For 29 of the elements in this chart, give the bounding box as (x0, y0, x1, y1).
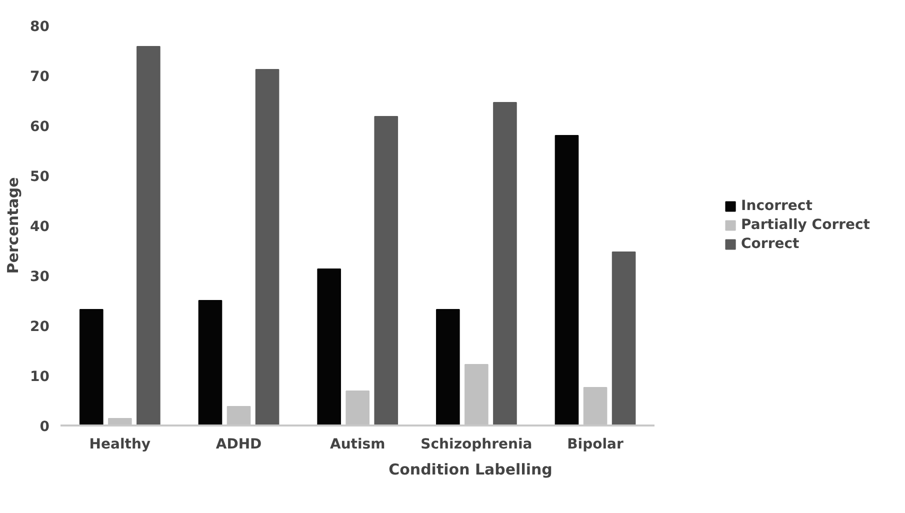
bar (255, 69, 280, 426)
y-tick-label: 10 (30, 369, 50, 385)
x-tick-label: Schizophrenia (420, 436, 532, 452)
x-tick-label: Healthy (89, 436, 151, 452)
x-tick-label: ADHD (216, 436, 262, 452)
bar (612, 252, 636, 426)
y-tick-label: 80 (30, 19, 50, 35)
legend-label: Correct (741, 236, 800, 252)
x-tick-label: Bipolar (567, 436, 624, 452)
bar (317, 268, 341, 426)
y-tick-label: 0 (40, 419, 50, 435)
y-tick-label: 50 (30, 169, 50, 185)
bar (374, 116, 398, 426)
y-tick-label: 60 (30, 119, 50, 135)
bar (198, 300, 222, 426)
bar (136, 46, 160, 426)
legend-label: Incorrect (741, 198, 812, 214)
y-tick-label: 30 (30, 269, 50, 285)
y-tick-label: 40 (30, 219, 50, 235)
bar (79, 309, 104, 426)
legend-label: Partially Correct (741, 217, 870, 233)
bar (554, 135, 579, 426)
x-tick-label: Autism (330, 436, 386, 452)
y-tick-label: 20 (30, 319, 50, 335)
x-axis-title: Condition Labelling (388, 460, 552, 478)
y-axis-title: Percentage (4, 177, 22, 274)
bar (493, 102, 517, 426)
bar (436, 309, 460, 426)
y-tick-label: 70 (30, 69, 50, 85)
